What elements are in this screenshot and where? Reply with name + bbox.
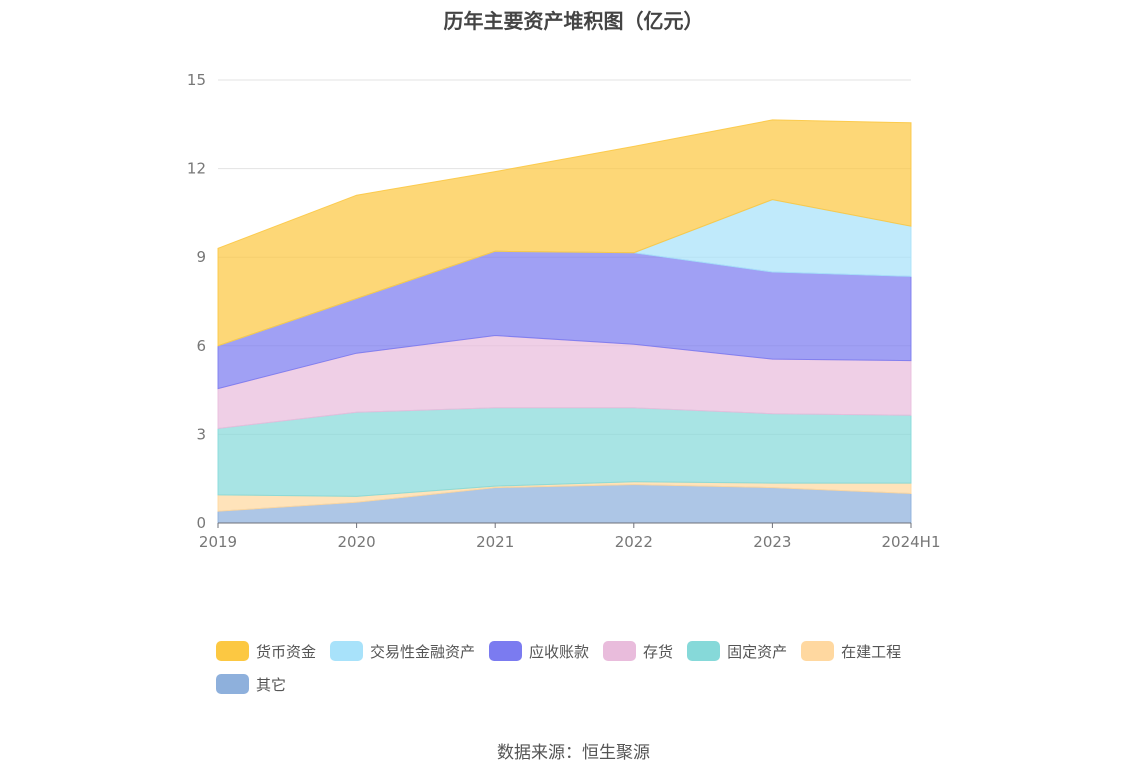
legend-row-1: 货币资金 交易性金融资产 应收账款 存货 固定资产 在建工程 bbox=[216, 638, 976, 664]
legend-label: 存货 bbox=[643, 642, 674, 661]
y-tick-label: 12 bbox=[187, 160, 206, 178]
y-tick-label: 6 bbox=[196, 337, 206, 355]
legend-swatch bbox=[801, 641, 835, 661]
legend-item-货币资金[interactable]: 货币资金 bbox=[216, 641, 316, 662]
chart-title: 历年主要资产堆积图（亿元） bbox=[443, 9, 704, 33]
legend-label: 固定资产 bbox=[727, 642, 788, 661]
legend-swatch bbox=[216, 674, 249, 694]
x-tick-label: 2022 bbox=[615, 533, 653, 551]
y-tick-label: 3 bbox=[196, 425, 206, 443]
area-series bbox=[217, 119, 912, 524]
legend-item-交易性金融资产[interactable]: 交易性金融资产 bbox=[330, 641, 475, 662]
legend: 货币资金 交易性金融资产 应收账款 存货 固定资产 在建工程 其它 bbox=[216, 638, 976, 704]
legend-label: 货币资金 bbox=[256, 642, 317, 661]
legend-item-应收账款[interactable]: 应收账款 bbox=[489, 641, 589, 662]
y-tick-label: 9 bbox=[196, 248, 206, 266]
legend-swatch bbox=[603, 641, 637, 661]
data-source: 数据来源：恒生聚源 bbox=[497, 743, 650, 763]
y-tick-label: 0 bbox=[196, 514, 206, 532]
x-tick-label: 2019 bbox=[199, 533, 237, 551]
legend-item-固定资产[interactable]: 固定资产 bbox=[687, 641, 787, 662]
x-tick-label: 2023 bbox=[753, 533, 791, 551]
x-tick-label: 2021 bbox=[476, 533, 514, 551]
legend-label: 交易性金融资产 bbox=[370, 642, 476, 661]
area-series-货币资金[interactable] bbox=[217, 119, 912, 347]
legend-row-2: 其它 bbox=[216, 671, 976, 697]
legend-swatch bbox=[489, 641, 523, 661]
axes: 0 3 6 9 12 15 2019 2020 2021 2022 2023 2024H1 bbox=[187, 71, 941, 551]
legend-label: 其它 bbox=[256, 675, 287, 694]
x-tick-label: 2020 bbox=[338, 533, 376, 551]
legend-item-在建工程[interactable]: 在建工程 bbox=[801, 641, 901, 662]
legend-swatch bbox=[216, 641, 249, 661]
x-tick-label: 2024H1 bbox=[882, 533, 941, 551]
y-tick-label: 15 bbox=[187, 71, 206, 89]
legend-item-存货[interactable]: 存货 bbox=[603, 641, 673, 662]
legend-swatch bbox=[687, 641, 721, 661]
legend-swatch bbox=[330, 641, 364, 661]
area-series-固定资产[interactable] bbox=[217, 407, 912, 497]
legend-label: 在建工程 bbox=[841, 642, 902, 661]
legend-item-其它[interactable]: 其它 bbox=[216, 674, 286, 695]
legend-label: 应收账款 bbox=[529, 642, 590, 661]
